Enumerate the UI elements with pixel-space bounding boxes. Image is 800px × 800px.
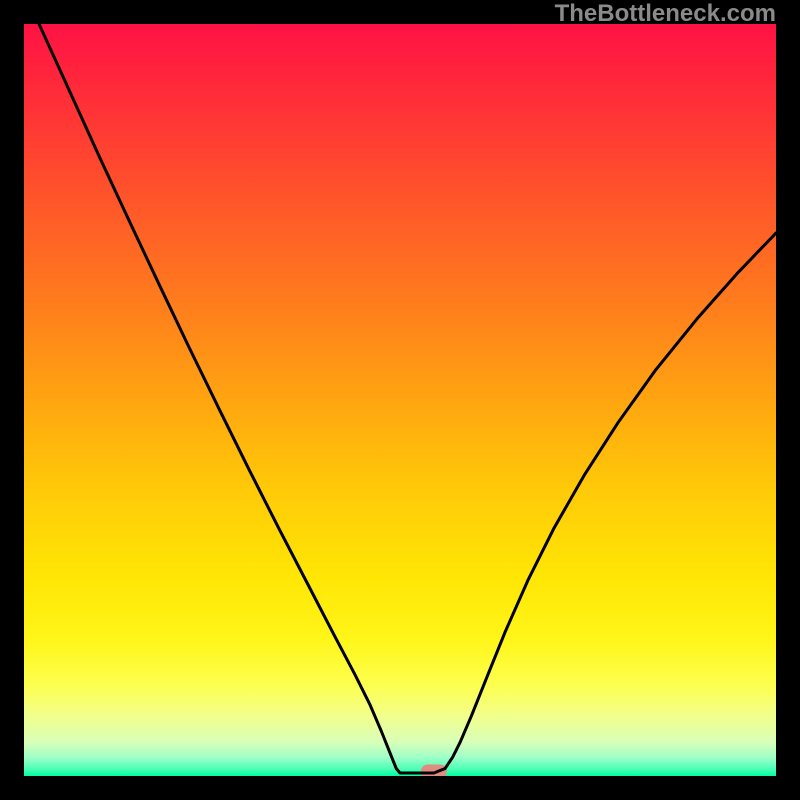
chart-background [24, 24, 776, 776]
chart-frame: TheBottleneck.com [0, 0, 800, 800]
bottleneck-chart [24, 24, 776, 776]
watermark-text: TheBottleneck.com [555, 0, 776, 28]
